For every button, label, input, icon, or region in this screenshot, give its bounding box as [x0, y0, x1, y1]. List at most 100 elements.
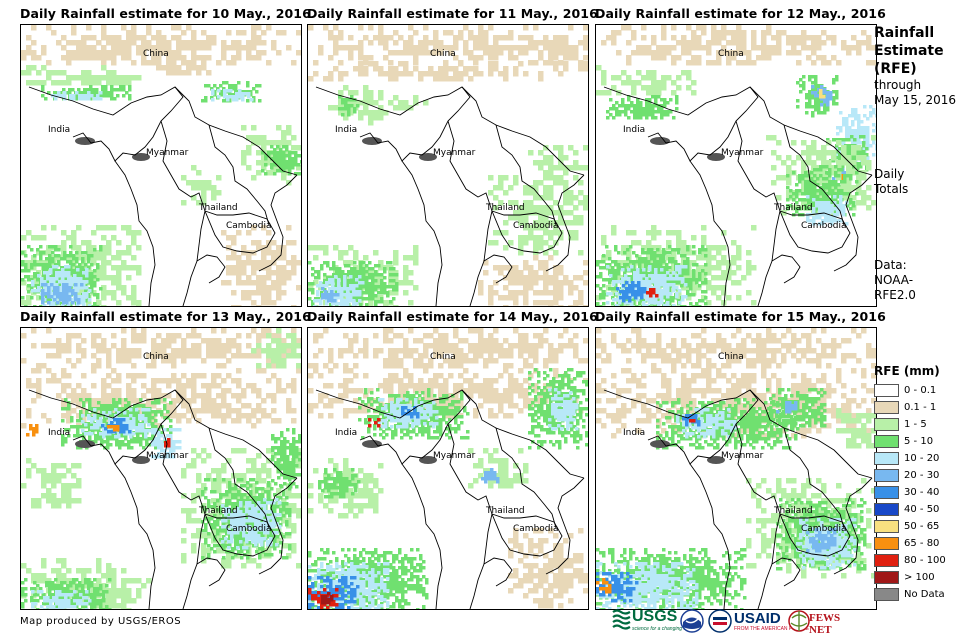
rain-cell — [383, 305, 389, 306]
rain-cell — [353, 110, 357, 114]
rain-cell — [704, 296, 708, 300]
rain-cell — [822, 177, 826, 181]
rain-cell — [612, 107, 616, 111]
rain-cell — [36, 250, 42, 256]
rain-cell — [533, 275, 539, 281]
rain-cell — [796, 50, 802, 56]
rain-cell — [612, 283, 616, 287]
rain-cell — [126, 230, 132, 236]
rain-cell — [488, 61, 494, 67]
rain-cell — [90, 263, 94, 267]
border-line — [204, 210, 276, 254]
rain-cell — [26, 378, 32, 384]
rain-cell — [795, 195, 799, 199]
rain-cell — [119, 85, 123, 89]
rain-cell — [623, 266, 627, 270]
rain-cell — [323, 273, 327, 277]
rain-cell — [856, 190, 862, 196]
rain-cell — [626, 245, 632, 251]
river-delta-mark — [650, 137, 670, 145]
rain-cell — [731, 260, 737, 266]
rain-cell — [637, 284, 641, 288]
rain-cell — [681, 245, 687, 251]
rain-cell — [346, 302, 350, 306]
rain-cell — [807, 183, 811, 187]
rain-cell — [116, 358, 122, 364]
rainfall-field — [21, 328, 301, 609]
rain-cell — [116, 94, 120, 98]
rain-cell — [151, 358, 157, 364]
rain-cell — [791, 40, 797, 46]
rain-cell — [43, 289, 47, 293]
rain-cell — [634, 296, 638, 300]
rain-cell — [842, 120, 846, 124]
rain-cell — [696, 55, 702, 61]
rain-cell — [204, 96, 208, 100]
rain-cell — [856, 168, 860, 172]
rain-cell — [861, 155, 867, 161]
rain-cell — [656, 230, 662, 236]
rain-cell — [518, 45, 524, 51]
rain-cell — [834, 180, 838, 184]
rain-cell — [126, 30, 132, 36]
rain-cell — [281, 245, 287, 251]
rain-cell — [326, 264, 330, 268]
rain-cell — [811, 165, 817, 171]
rain-cell — [746, 265, 752, 271]
rain-cell — [503, 265, 509, 271]
rain-cell — [161, 65, 167, 71]
rain-cell — [21, 55, 27, 61]
rain-cell — [813, 168, 817, 172]
rain-cell — [61, 383, 67, 389]
rain-cell — [41, 235, 47, 241]
rain-cell — [795, 192, 799, 196]
rain-cell — [645, 298, 649, 302]
rain-cell — [856, 145, 862, 151]
rain-cell — [751, 60, 757, 66]
rain-cell — [378, 71, 384, 77]
rain-cell — [96, 358, 102, 364]
rain-cell — [686, 290, 690, 294]
rain-cell — [256, 55, 262, 61]
place-label-cambodia: Cambodia — [513, 221, 559, 231]
rain-cell — [674, 260, 678, 264]
rain-cell — [623, 281, 627, 285]
rain-cell — [641, 251, 645, 255]
rain-cell — [196, 348, 202, 354]
rain-cell — [811, 75, 815, 79]
rain-cell — [151, 60, 157, 66]
rain-cell — [843, 177, 847, 181]
rain-cell — [846, 45, 852, 51]
rain-cell — [186, 383, 192, 389]
rain-cell — [513, 270, 519, 276]
rain-cell — [636, 80, 642, 86]
rain-cell — [55, 271, 59, 275]
rain-cell — [90, 305, 94, 306]
rain-cell — [93, 284, 97, 288]
rain-cell — [668, 287, 672, 291]
rain-cell — [281, 280, 287, 286]
rain-cell — [141, 60, 147, 66]
rain-cell — [801, 174, 805, 178]
rain-cell — [861, 200, 867, 206]
rain-cell — [776, 35, 782, 41]
rain-cell — [30, 287, 34, 291]
rain-cell — [131, 30, 137, 36]
rain-cell — [251, 300, 257, 306]
rain-cell — [69, 269, 73, 273]
rain-cell — [52, 304, 56, 306]
rain-cell — [627, 277, 631, 281]
rain-cell — [665, 266, 669, 270]
rain-cell — [393, 66, 399, 72]
rain-cell — [282, 163, 286, 167]
rain-cell — [271, 408, 277, 414]
rain-cell — [131, 348, 137, 354]
rain-cell — [352, 305, 356, 306]
rain-cell — [246, 145, 252, 151]
rain-cell — [632, 263, 636, 267]
rain-cell — [817, 99, 821, 103]
rain-cell — [813, 201, 817, 205]
rain-cell — [90, 281, 94, 285]
rain-cell — [291, 145, 297, 151]
rain-cell — [654, 95, 658, 99]
